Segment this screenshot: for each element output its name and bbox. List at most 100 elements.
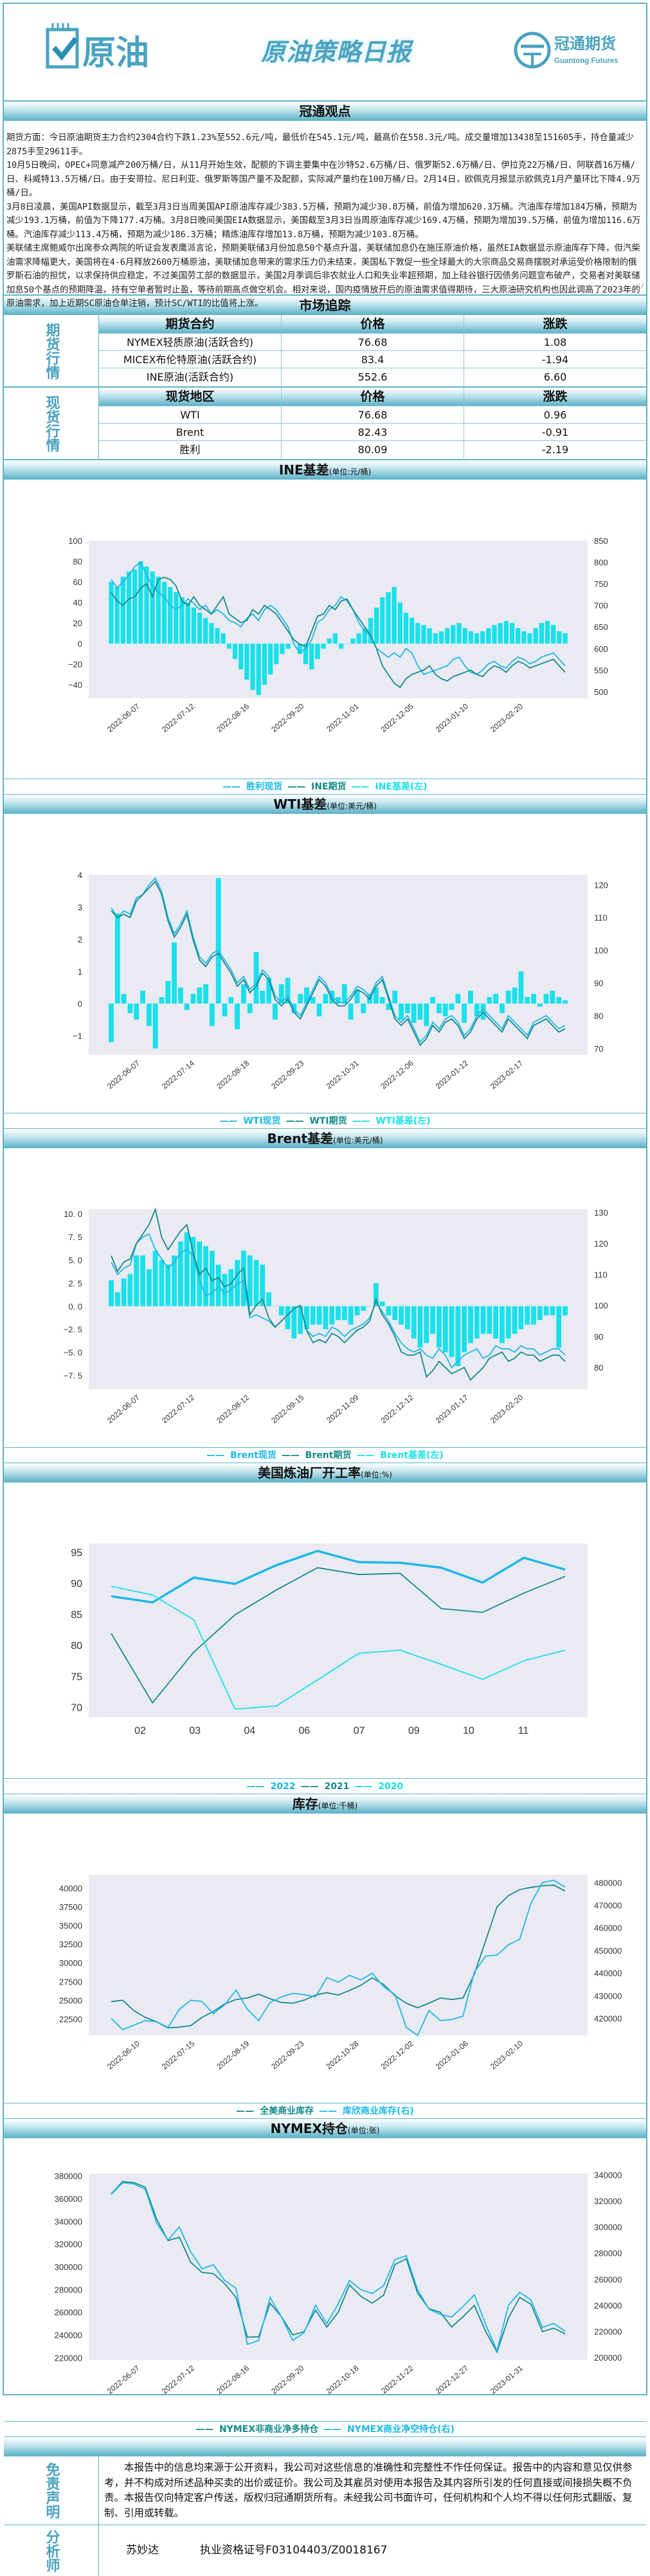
basis-bar xyxy=(150,572,155,644)
report-header: 原油 原油策略日报 冠通期货 Guantong Futures xyxy=(4,4,646,102)
basis-bar xyxy=(177,1241,183,1306)
inventory-chart: 40000 37500 35000 32500 30000 27500 25000 22500… xyxy=(4,1814,646,2103)
y-left-tick-label: 20 xyxy=(73,618,82,628)
basis-bar xyxy=(480,1004,486,1020)
basis-bar xyxy=(152,1250,158,1306)
legend-label: 2022 xyxy=(270,1781,296,1792)
plot-area xyxy=(89,1544,588,1717)
basis-bar xyxy=(303,644,309,665)
x-tick-label: 2022-09-20 xyxy=(269,701,305,734)
legend-item: —— 2022 xyxy=(246,1781,297,1792)
basis-bar xyxy=(256,644,261,696)
basis-bar xyxy=(274,644,279,665)
basis-bar xyxy=(127,1274,133,1306)
basis-bar xyxy=(203,984,209,1004)
y-left-tick-label: 10. 0 xyxy=(64,1209,82,1219)
column-header: 涨跌 xyxy=(543,390,568,404)
brent-legend: —— Brent现货 —— Brent期货 —— Brent基差(左) xyxy=(4,1448,646,1463)
y-left-tick-label: 340000 xyxy=(55,2217,82,2226)
region-cell: 胜利 xyxy=(99,441,282,458)
y-right-tick-label: 220000 xyxy=(594,2327,622,2336)
basis-bar xyxy=(280,644,285,654)
y-right-tick-label: 430000 xyxy=(594,1991,622,2001)
y-right-tick-label: 800 xyxy=(594,558,608,568)
wti-chart: 4 3 2 1 0 −1 120 110 100 90 80 70 2022-06-07 2022-07-… xyxy=(4,814,646,1113)
basis-bar xyxy=(392,1306,398,1320)
basis-bar xyxy=(379,997,385,1004)
y-left-tick-label: 7. 5 xyxy=(68,1232,82,1242)
change-cell: -0.91 xyxy=(541,426,569,438)
column-header: 价格 xyxy=(282,315,464,333)
series-line-1 xyxy=(111,880,566,1047)
y-right-tick-label: 480000 xyxy=(594,1878,622,1887)
chart-title-text: WTI基差 xyxy=(273,797,327,812)
basis-bar xyxy=(493,1306,499,1339)
legend-label: 库欣商业库存(右) xyxy=(342,2106,414,2116)
y-right-tick-label: 280000 xyxy=(594,2249,622,2258)
chart-unit-text: (单位:张) xyxy=(347,2126,380,2135)
inventory-chart-svg: 40000 37500 35000 32500 30000 27500 25000 22500… xyxy=(59,1875,622,2071)
basis-bar xyxy=(310,997,316,1004)
basis-bar xyxy=(456,623,462,644)
column-header: 期货合约 xyxy=(99,315,282,333)
y-left-tick-label: 100 xyxy=(68,536,82,546)
price-cell: 80.09 xyxy=(282,441,464,458)
basis-bar xyxy=(316,1306,322,1325)
basis-bar xyxy=(336,997,341,1004)
basis-bar xyxy=(368,618,374,644)
basis-bar xyxy=(159,1259,165,1306)
basis-bar xyxy=(550,991,555,1004)
nymex-chart: 380000 360000 340000 320000 300000 280000 2600… xyxy=(4,2138,646,2422)
basis-bars xyxy=(109,561,568,696)
basis-bar xyxy=(338,644,344,649)
basis-bar xyxy=(152,1004,158,1049)
basis-bar xyxy=(215,1265,221,1306)
basis-bar xyxy=(436,1306,442,1348)
basis-bar xyxy=(557,631,562,644)
y-right-tick-label: 420000 xyxy=(594,2014,622,2024)
series-line-0 xyxy=(111,1549,566,1604)
basis-bar xyxy=(165,1265,171,1306)
basis-bar xyxy=(298,1306,303,1334)
basis-bar xyxy=(399,1004,404,1020)
chart-title-text: 美国炼油厂开工率 xyxy=(258,1465,361,1481)
basis-bar xyxy=(146,1269,152,1306)
opinion-textarea[interactable]: 期货方面：今日原油期货主力合约2304合约下跌1.23%至552.6元/吨，最低… xyxy=(4,121,646,309)
x-tick-label: 2022-06-10 xyxy=(105,2039,141,2071)
brent-chart-title: Brent基差(单位:美元/桶) xyxy=(4,1129,646,1148)
basis-bar xyxy=(327,638,332,644)
x-tick-label: 06 xyxy=(299,1725,311,1736)
basis-bar xyxy=(291,1306,297,1339)
basis-bar xyxy=(462,1004,467,1023)
futures-market-block: 期货行情 期货合约 价格 涨跌 NYMEX轻质原油(活跃合约) 76.68 1.… xyxy=(4,315,646,388)
table-row: INE原油(活跃合约) 552.6 6.60 xyxy=(99,368,646,386)
opinion-paragraph: 期货方面：今日原油期货主力合约2304合约下跌1.23%至552.6元/吨，最低… xyxy=(6,133,634,157)
basis-bar xyxy=(404,1306,410,1329)
y-right-tick-label: 110 xyxy=(594,913,608,923)
legend-line-icon: —— xyxy=(287,782,309,792)
futures-side-label: 期货行情 xyxy=(4,315,99,386)
x-tick-label: 04 xyxy=(244,1725,255,1736)
basis-bar xyxy=(403,613,409,644)
x-tick-label: 2022-06-07 xyxy=(105,2363,141,2395)
resize-handle-icon[interactable]: // xyxy=(636,282,644,290)
basis-bar xyxy=(512,987,518,1004)
x-tick-label: 2022-08-18 xyxy=(215,1058,251,1090)
basis-bar xyxy=(297,644,303,654)
series-line-0 xyxy=(111,1233,566,1369)
basis-bar xyxy=(531,1306,536,1325)
y-right-tick-label: 500 xyxy=(594,687,608,697)
x-tick-label: 03 xyxy=(189,1725,201,1736)
analyst-info: 苏妙达 执业资格证号F03104403/Z0018167 xyxy=(99,2525,646,2576)
basis-bar xyxy=(356,633,361,644)
legend-label: 2020 xyxy=(378,1781,404,1792)
legend-item: —— Brent基差(左) xyxy=(355,1450,444,1461)
basis-bar xyxy=(298,994,303,1004)
basis-bar xyxy=(505,991,511,1004)
basis-bar xyxy=(421,625,426,644)
y-right-tick-label: 450000 xyxy=(594,1946,622,1956)
guantong-brand: 冠通期货 Guantong Futures xyxy=(512,23,640,81)
basis-bar xyxy=(226,644,232,649)
basis-bar xyxy=(350,638,356,644)
basis-bar xyxy=(399,1306,404,1325)
